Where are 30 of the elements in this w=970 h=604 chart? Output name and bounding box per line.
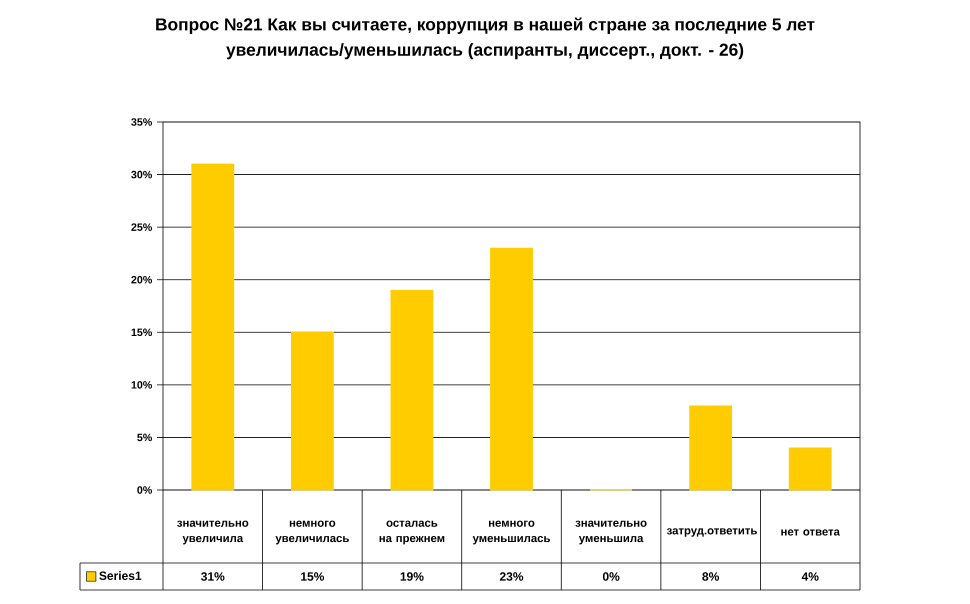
y-tick-label: 10% <box>132 381 152 389</box>
bar <box>689 405 732 490</box>
legend-label: Series1 <box>99 571 142 580</box>
x-tick-label: значительно уменьшила <box>575 520 647 544</box>
data-label: 8% <box>702 572 719 581</box>
y-tick-label: 35% <box>131 118 152 126</box>
bar <box>390 290 434 490</box>
x-tick-label: затруд.ответить <box>666 528 757 537</box>
data-label: 19% <box>400 572 424 581</box>
data-label: 23% <box>500 572 524 581</box>
x-tick-label: немного уменьшилась <box>472 520 550 544</box>
y-tick-label: 20% <box>131 276 152 284</box>
bar <box>788 448 832 490</box>
y-tick-label: 0% <box>137 486 152 494</box>
y-tick-label: 25% <box>131 223 152 231</box>
x-tick-label: осталась на прежнем <box>380 520 444 544</box>
data-label: 15% <box>301 572 324 581</box>
bar <box>191 164 234 490</box>
y-tick-label: 15% <box>132 328 152 336</box>
bar <box>490 248 533 490</box>
y-tick-label: 5% <box>137 434 152 442</box>
chart-title: Вопрос №21 Как вы считаете, коррупция в нашей стране за последние 5 лет увеличилась/уменьшилась (аспиранты, диссерт., докт. - 26) <box>156 17 815 60</box>
bar <box>290 332 334 490</box>
x-tick-label: значительно увеличила <box>177 520 248 544</box>
data-label: 4% <box>802 572 819 581</box>
x-tick-label: нет ответа <box>781 529 840 536</box>
y-tick-label: 30% <box>131 170 152 178</box>
data-label: 0% <box>602 572 620 581</box>
x-tick-label: немного увеличилась <box>275 520 349 544</box>
data-label: 31% <box>201 572 224 581</box>
